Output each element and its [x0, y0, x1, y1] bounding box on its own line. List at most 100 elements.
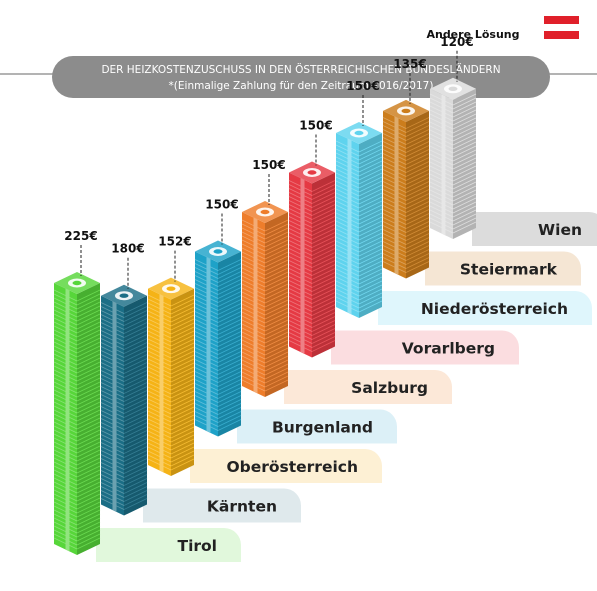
category-label-oberoesterreich: Oberösterreich	[226, 458, 358, 476]
note-motif-center	[448, 86, 458, 92]
note-edge	[123, 498, 148, 510]
note-edge	[358, 272, 383, 285]
note-edge	[405, 229, 430, 241]
note-edge	[76, 493, 101, 506]
note-edge	[217, 363, 242, 375]
bar-steiermark	[382, 99, 430, 279]
note-edge	[264, 255, 289, 268]
note-edge	[170, 454, 195, 467]
note-edge	[264, 283, 289, 296]
note-edge	[405, 165, 430, 177]
note-edge	[452, 93, 477, 106]
note-edge	[405, 181, 430, 193]
note-edge	[264, 307, 289, 320]
note-edge	[170, 422, 195, 435]
note-edge	[123, 442, 148, 454]
note-edge	[452, 129, 477, 142]
note-edge	[405, 217, 430, 229]
note-edge	[123, 430, 148, 442]
value-label-salzburg: 150€	[252, 158, 285, 172]
note-edge	[123, 382, 148, 394]
note-edge	[452, 137, 477, 150]
category-label-steiermark: Steiermark	[460, 261, 558, 279]
note-edge	[170, 406, 195, 419]
note-edge	[76, 413, 101, 426]
note-edge	[123, 346, 148, 358]
note-edge	[123, 410, 148, 422]
note-edge	[217, 259, 242, 271]
note-edge	[264, 311, 289, 324]
note-edge	[123, 390, 148, 402]
note-edge	[76, 457, 101, 470]
note-edge	[170, 374, 195, 387]
note-motif-center	[213, 249, 223, 254]
note-edge	[123, 354, 148, 366]
note-edge	[264, 239, 289, 252]
note-edge	[264, 231, 289, 244]
note-edge	[358, 204, 383, 217]
note-edge	[358, 172, 383, 185]
note-edge	[123, 386, 148, 398]
note-edge	[358, 192, 383, 205]
note-edge	[123, 466, 148, 478]
note-edge	[76, 417, 101, 430]
note-edge	[217, 283, 242, 295]
note-edge	[217, 291, 242, 303]
note-edge	[358, 156, 383, 169]
note-edge	[311, 188, 336, 200]
note-edge	[452, 201, 477, 214]
note-edge	[217, 371, 242, 383]
note-edge	[76, 509, 101, 522]
value-label-wien: 120€	[440, 35, 473, 49]
note-edge	[76, 501, 101, 514]
note-edge	[123, 342, 148, 354]
note-edge	[76, 429, 101, 442]
note-edge	[311, 332, 336, 344]
note-edge	[311, 208, 336, 220]
note-edge	[405, 145, 430, 157]
note-edge	[264, 219, 289, 232]
note-edge	[123, 370, 148, 382]
note-edge	[123, 494, 148, 506]
note-edge	[217, 355, 242, 367]
note-band	[300, 178, 305, 354]
note-edge	[452, 221, 477, 234]
note-edge	[358, 144, 383, 157]
note-edge	[217, 327, 242, 339]
note-edge	[311, 236, 336, 248]
note-edge	[123, 458, 148, 470]
note-edge	[76, 409, 101, 422]
note-edge	[311, 312, 336, 324]
note-edge	[264, 243, 289, 256]
note-edge	[452, 121, 477, 134]
note-edge	[170, 350, 195, 363]
note-edge	[311, 308, 336, 320]
note-edge	[76, 489, 101, 502]
note-edge	[123, 374, 148, 386]
note-edge	[170, 398, 195, 411]
note-edge	[264, 319, 289, 332]
note-edge	[311, 232, 336, 244]
note-edge	[170, 450, 195, 463]
note-edge	[452, 145, 477, 158]
note-edge	[264, 279, 289, 292]
note-motif-center	[354, 130, 364, 136]
note-edge	[123, 422, 148, 434]
note-edge	[358, 240, 383, 253]
value-label-niederoesterreich: 150€	[346, 79, 379, 93]
note-edge	[170, 294, 195, 307]
note-edge	[217, 347, 242, 359]
note-edge	[358, 164, 383, 177]
note-edge	[76, 537, 101, 550]
note-edge	[264, 235, 289, 248]
note-edge	[405, 261, 430, 273]
note-edge	[264, 263, 289, 276]
note-edge	[123, 338, 148, 350]
bar-tirol	[53, 272, 101, 555]
note-edge	[123, 350, 148, 362]
category-label-bg	[284, 370, 452, 404]
note-edge	[123, 310, 148, 322]
note-edge	[452, 193, 477, 206]
note-edge	[217, 339, 242, 351]
